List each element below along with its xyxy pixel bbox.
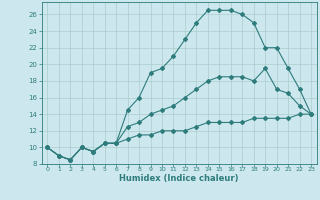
X-axis label: Humidex (Indice chaleur): Humidex (Indice chaleur) [119, 174, 239, 183]
